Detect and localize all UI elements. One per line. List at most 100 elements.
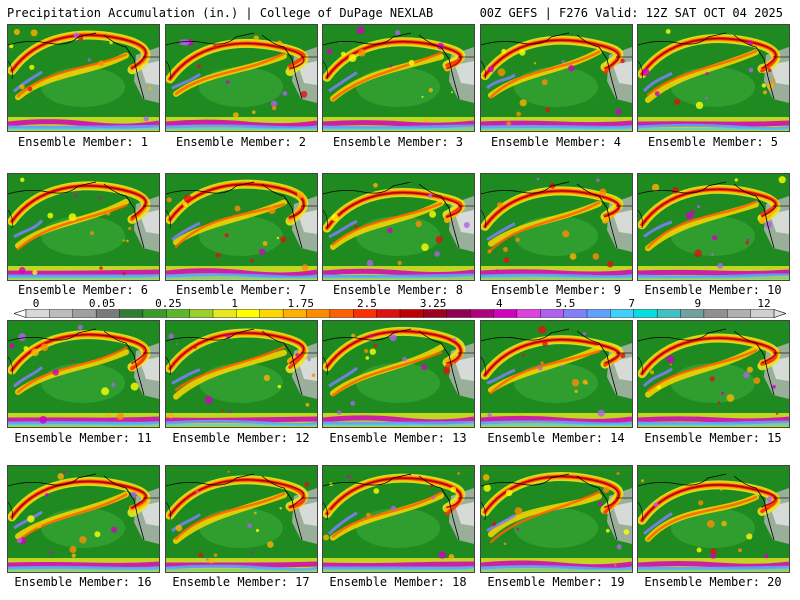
colorbar-segment: [119, 309, 144, 318]
ensemble-member-map: [7, 320, 160, 428]
colorbar-segment: [446, 309, 471, 318]
ensemble-member-map: [637, 24, 790, 132]
colorbar-segment: [189, 309, 214, 318]
colorbar-segment: [306, 309, 331, 318]
precipitation-map-image: [323, 174, 474, 280]
model-run-info: 00Z GEFS | F276 Valid: 12Z SAT OCT 04 20…: [479, 6, 783, 20]
ensemble-member-map: [165, 320, 318, 428]
ensemble-member-label: Ensemble Member: 1: [17, 135, 149, 149]
colorbar-segment: [469, 309, 495, 318]
precipitation-map-image: [8, 321, 159, 427]
colorbar-tick-label: 1: [231, 297, 238, 310]
map-title: Precipitation Accumulation (in.) | Colle…: [7, 6, 434, 20]
colorbar-segment: [212, 309, 237, 318]
colorbar-segment: [656, 309, 682, 318]
ensemble-member-label: Ensemble Member: 3: [332, 135, 464, 149]
precipitation-map-image: [166, 321, 317, 427]
ensemble-member-label: Ensemble Member: 19: [487, 575, 625, 589]
ensemble-member-map: [322, 173, 475, 281]
ensemble-member-label: Ensemble Member: 2: [175, 135, 307, 149]
precipitation-map-image: [323, 25, 474, 131]
colorbar-segment: [563, 309, 588, 318]
colorbar-segment: [72, 309, 97, 318]
precipitation-map-image: [638, 466, 789, 572]
ensemble-member-label: Ensemble Member: 13: [329, 431, 467, 445]
colorbar-tick-label: 1.75: [287, 297, 314, 310]
colorbar-tick-label: 3.25: [419, 297, 447, 310]
ensemble-member-label: Ensemble Member: 17: [172, 575, 310, 589]
precipitation-map-image: [481, 466, 632, 572]
ensemble-member-map: [637, 465, 790, 573]
colorbar-tick-label: 4: [495, 297, 503, 310]
colorbar-segment: [750, 309, 775, 318]
colorbar-segment: [49, 309, 74, 318]
colorbar-arrow: [14, 309, 27, 318]
colorbar-segment: [493, 309, 518, 318]
ensemble-member-label: Ensemble Member: 18: [329, 575, 467, 589]
precipitation-map-image: [8, 25, 159, 131]
colorbar-tick-label: 5.5: [555, 297, 576, 310]
ensemble-member-label: Ensemble Member: 7: [175, 283, 307, 297]
ensemble-member-label: Ensemble Member: 9: [490, 283, 622, 297]
colorbar-segment: [540, 309, 565, 318]
colorbar-segment: [399, 309, 424, 318]
ensemble-member-map: [637, 173, 790, 281]
ensemble-member-label: Ensemble Member: 6: [17, 283, 149, 297]
ensemble-member-map: [7, 24, 160, 132]
precipitation-map-image: [8, 466, 159, 572]
colorbar-tick-label: 7: [628, 297, 635, 310]
ensemble-member-map: [322, 24, 475, 132]
colorbar-segment: [25, 309, 50, 318]
colorbar-tick-label: 0.05: [88, 297, 116, 310]
colorbar-segment: [166, 309, 191, 318]
precipitation-map-image: [638, 321, 789, 427]
ensemble-member-map: [322, 465, 475, 573]
ensemble-member-label: Ensemble Member: 12: [172, 431, 310, 445]
colorbar-tick-label: 0.25: [155, 297, 182, 310]
ensemble-member-label: Ensemble Member: 16: [14, 575, 152, 589]
precipitation-map-image: [481, 25, 632, 131]
ensemble-member-map: [165, 24, 318, 132]
colorbar-arrow: [773, 309, 786, 318]
colorbar-segment: [236, 309, 261, 318]
ensemble-member-map: [480, 320, 633, 428]
precipitation-map-image: [481, 321, 632, 427]
precipitation-map-image: [166, 174, 317, 280]
precipitation-map-image: [323, 321, 474, 427]
precipitation-map-image: [481, 174, 632, 280]
colorbar-tick-label: 9: [694, 297, 702, 310]
ensemble-member-label: Ensemble Member: 8: [332, 283, 464, 297]
ensemble-member-map: [165, 173, 318, 281]
colorbar-segment: [727, 309, 752, 318]
ensemble-member-map: [7, 173, 160, 281]
colorbar-segment: [282, 309, 308, 318]
ensemble-member-map: [480, 173, 633, 281]
colorbar-tick-label: 0: [32, 297, 40, 310]
colorbar-segment: [586, 309, 611, 318]
ensemble-member-label: Ensemble Member: 11: [14, 431, 152, 445]
colorbar-segment: [353, 309, 378, 318]
precipitation-map-image: [166, 466, 317, 572]
ensemble-member-label: Ensemble Member: 15: [644, 431, 782, 445]
ensemble-member-map: [322, 320, 475, 428]
ensemble-member-label: Ensemble Member: 14: [487, 431, 625, 445]
ensemble-member-map: [637, 320, 790, 428]
ensemble-member-label: Ensemble Member: 20: [644, 575, 782, 589]
colorbar-segment: [610, 309, 635, 318]
precipitation-map-image: [323, 466, 474, 572]
colorbar-segment: [376, 309, 401, 318]
colorbar-segment: [142, 309, 167, 318]
colorbar-tick-label: 12: [757, 297, 771, 310]
ensemble-member-map: [480, 24, 633, 132]
colorbar-tick-labels: 0 0.05 0.25 1 1.75 2.5 3.25 4 5.5 7 9 12: [0, 298, 800, 310]
ensemble-member-map: [165, 465, 318, 573]
colorbar-segment: [95, 309, 121, 318]
colorbar-segment: [329, 309, 354, 318]
ensemble-member-label: Ensemble Member: 4: [490, 135, 622, 149]
colorbar-segment: [259, 309, 284, 318]
colorbar-segment: [633, 309, 658, 318]
colorbar-segment: [680, 309, 705, 318]
colorbar-tick-label: 2.5: [356, 297, 377, 310]
ensemble-member-label: Ensemble Member: 10: [644, 283, 782, 297]
precipitation-map-image: [8, 174, 159, 280]
